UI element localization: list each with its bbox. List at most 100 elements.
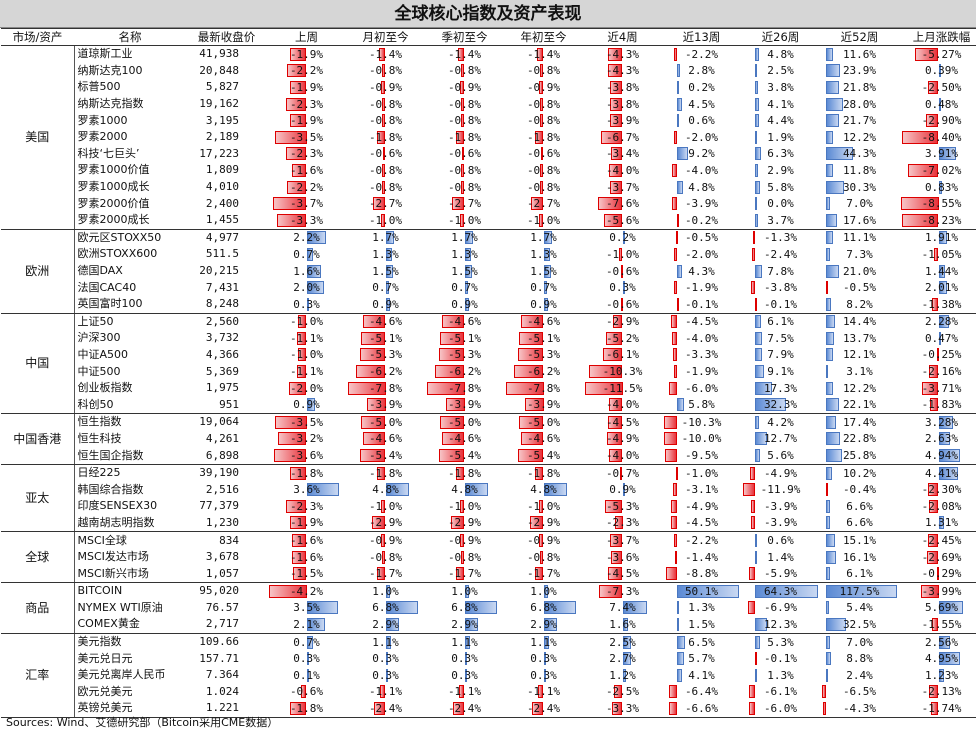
return-cell: 2.9% xyxy=(504,616,583,634)
return-cell: 5.69% xyxy=(899,600,976,617)
return-value: -0.8% xyxy=(526,64,561,78)
return-cell: -3.9% xyxy=(425,396,504,415)
return-cell: 1.4% xyxy=(741,549,820,566)
table-row: COMEX黄金 2,717 2.1% 2.9% 2.9% 2.9% 1.6% 1.5% 12.3… xyxy=(1,616,976,634)
return-cell: -1.0% xyxy=(504,498,583,515)
return-cell: 1.23% xyxy=(899,667,976,684)
positive-bar xyxy=(385,635,391,649)
return-value: 5.4% xyxy=(846,601,873,615)
negative-bar xyxy=(754,652,757,666)
negative-bar xyxy=(669,381,677,395)
return-value: -1.0% xyxy=(289,315,324,329)
return-value: -0.9% xyxy=(368,80,403,94)
close-price: 3,678 xyxy=(205,550,239,564)
return-value: -4.3% xyxy=(605,64,640,78)
asset-name: 韩国综合指数 xyxy=(77,482,144,496)
return-cell: -3.8% xyxy=(583,96,662,113)
return-value: -6.1% xyxy=(605,348,640,362)
return-cell: -2.3% xyxy=(267,498,346,515)
return-cell: 1.5% xyxy=(346,263,425,280)
return-value: 0.7% xyxy=(451,281,478,295)
return-value: 32.5% xyxy=(842,617,877,631)
return-value: 0.7% xyxy=(530,281,557,295)
return-cell: -0.8% xyxy=(504,63,583,80)
return-cell: 9.1% xyxy=(741,363,820,380)
return-cell: 6.1% xyxy=(741,313,820,330)
return-value: -2.4% xyxy=(526,701,561,715)
negative-bar xyxy=(288,381,307,395)
asset-name: 恒生国企指数 xyxy=(74,447,186,465)
negative-bar xyxy=(381,550,386,564)
return-cell: 7.3% xyxy=(820,246,899,263)
asset-name: MSCI全球 xyxy=(77,533,127,547)
return-cell: 2.5% xyxy=(741,63,820,80)
return-value: -1.1% xyxy=(447,685,482,699)
return-value: 0.7% xyxy=(372,281,399,295)
return-cell: 16.1% xyxy=(820,549,899,566)
negative-bar xyxy=(927,534,939,548)
return-value: -3.71% xyxy=(921,381,962,395)
positive-bar xyxy=(754,365,764,379)
negative-bar xyxy=(380,499,386,513)
return-cell: -1.05% xyxy=(899,246,976,263)
positive-bar xyxy=(306,668,309,682)
return-value: 3.6% xyxy=(293,483,320,497)
return-value: 1.0% xyxy=(372,584,399,598)
return-cell: -11.9% xyxy=(741,481,820,498)
return-cell: -0.9% xyxy=(346,79,425,96)
return-cell: 21.0% xyxy=(820,263,899,280)
return-cell: -7.02% xyxy=(899,162,976,179)
positive-bar xyxy=(754,97,759,111)
return-value: -2.13% xyxy=(921,685,962,699)
close-price: 77,379 xyxy=(199,499,239,513)
close-price: 20,215 xyxy=(199,264,239,278)
return-cell: -4.6% xyxy=(504,313,583,330)
negative-bar xyxy=(748,567,755,581)
positive-bar xyxy=(938,466,958,480)
return-value: -1.8% xyxy=(368,130,403,144)
positive-bar xyxy=(938,635,950,649)
return-cell: -1.0% xyxy=(583,246,662,263)
return-value: -2.45% xyxy=(921,534,962,548)
positive-bar xyxy=(543,635,549,649)
negative-bar xyxy=(825,483,828,497)
negative-bar xyxy=(902,213,939,227)
negative-bar xyxy=(381,80,386,94)
return-value: 11.1% xyxy=(842,231,877,245)
return-cell: 0.6% xyxy=(741,532,820,549)
positive-bar xyxy=(622,635,631,649)
return-value: -0.29% xyxy=(921,567,962,581)
return-cell: -1.55% xyxy=(899,616,976,634)
return-value: 0.48% xyxy=(924,97,959,111)
asset-name: 美元指数 xyxy=(77,635,122,649)
asset-name: 德国DAX xyxy=(77,264,123,278)
return-cell: -0.1% xyxy=(662,295,741,314)
return-cell: 1.1% xyxy=(425,633,504,650)
return-cell: 3.91% xyxy=(899,146,976,163)
return-cell: -0.8% xyxy=(425,63,504,80)
negative-bar xyxy=(285,147,307,161)
return-cell: -2.0% xyxy=(662,129,741,146)
return-cell: 32.5% xyxy=(820,616,899,634)
return-value: -4.9% xyxy=(763,466,798,480)
negative-bar xyxy=(450,516,465,530)
positive-bar xyxy=(825,180,845,194)
return-value: -1.0% xyxy=(447,499,482,513)
return-cell: 4.4% xyxy=(741,112,820,129)
return-cell: 4.94% xyxy=(899,447,976,465)
return-value: -1.4% xyxy=(447,47,482,61)
return-cell: 0.2% xyxy=(583,229,662,246)
return-cell: -7.3% xyxy=(583,583,662,600)
return-cell: 12.2% xyxy=(820,129,899,146)
return-value: -2.2% xyxy=(289,64,324,78)
return-value: -5.1% xyxy=(526,331,561,345)
return-cell: -5.4% xyxy=(425,447,504,465)
return-value: -0.8% xyxy=(368,180,403,194)
return-value: -1.9% xyxy=(289,114,324,128)
negative-bar xyxy=(928,483,939,497)
table-row: 亚太 日经225 39,190 -1.8% -1.8% -1.8% -1.8% -0.7% -1… xyxy=(1,464,976,533)
positive-bar xyxy=(385,652,388,666)
return-value: -1.1% xyxy=(289,331,324,345)
return-value: 23.9% xyxy=(842,64,877,78)
asset-name: 上证50 xyxy=(77,314,114,328)
